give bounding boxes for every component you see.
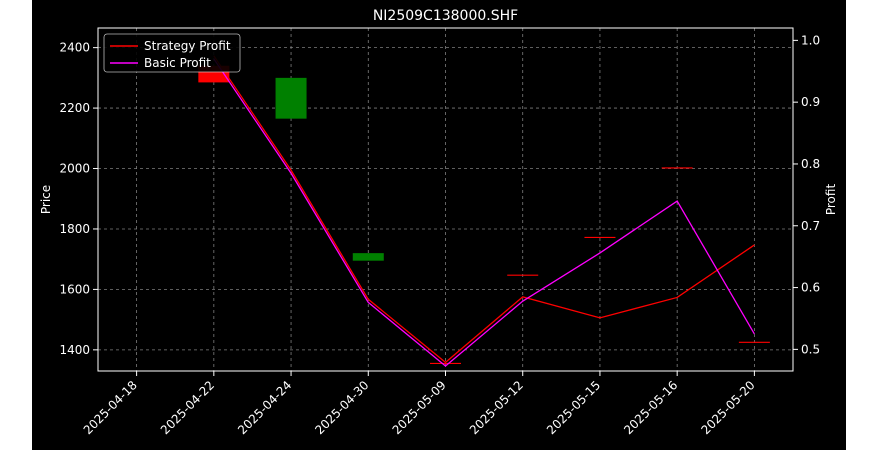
candle-2025-04-24: [275, 77, 307, 119]
y-tick-label-left: 1600: [59, 282, 90, 296]
candle-2025-04-30: [352, 253, 384, 261]
y-tick-label-right: 0.6: [801, 281, 820, 295]
x-tick-label: 2025-04-18: [81, 378, 140, 437]
x-tick-label: 2025-05-09: [390, 378, 449, 437]
x-tick-label: 2025-05-16: [621, 378, 680, 437]
y-tick-label-left: 2400: [59, 41, 90, 55]
x-tick-label: 2025-05-15: [544, 378, 603, 437]
y-tick-label-right: 0.5: [801, 342, 820, 356]
x-tick-label: 2025-04-24: [235, 378, 294, 437]
candle-layer: [198, 65, 770, 365]
y-tick-label-right: 1.0: [801, 33, 820, 47]
y-tick-label-left: 2000: [59, 162, 90, 176]
y-tick-label-left: 1400: [59, 343, 90, 357]
y-axis-label-right: Profit: [824, 184, 838, 216]
y-tick-label-right: 0.7: [801, 219, 820, 233]
chart-title: NI2509C138000.SHF: [373, 8, 518, 24]
y-tick-label-left: 2200: [59, 101, 90, 115]
x-tick-label: 2025-04-22: [158, 378, 217, 437]
legend: Strategy Profit Basic Profit: [103, 33, 241, 73]
y-tick-label-left: 1800: [59, 222, 90, 236]
legend-label-0: Strategy Profit: [144, 39, 231, 53]
y-tick-label-right: 0.9: [801, 95, 820, 109]
x-tick-label: 2025-04-30: [312, 378, 371, 437]
chart-svg: NI2509C138000.SHF 2025-04-18 2025-04-22 20…: [39, 8, 838, 437]
axis-layer: 2025-04-18 2025-04-22 2025-04-24 2025-04-30…: [59, 27, 820, 437]
y-tick-label-right: 0.8: [801, 157, 820, 171]
y-axis-label-left: Price: [39, 185, 53, 214]
series-line-1: [213, 58, 755, 367]
x-tick-label: 2025-05-12: [467, 378, 526, 437]
series-layer: [213, 55, 755, 367]
plot-frame: [97, 27, 794, 372]
chart-canvas: NI2509C138000.SHF 2025-04-18 2025-04-22 20…: [32, 0, 846, 450]
x-tick-label: 2025-05-20: [698, 378, 757, 437]
legend-label-1: Basic Profit: [144, 56, 211, 70]
series-line-0: [213, 55, 755, 364]
